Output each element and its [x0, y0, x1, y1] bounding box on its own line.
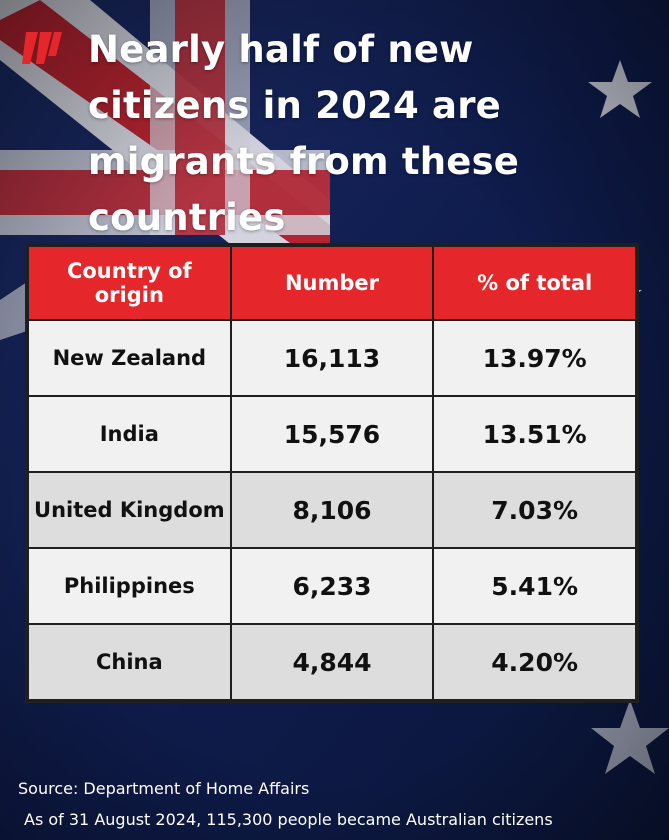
country-cell: United Kingdom [29, 473, 230, 547]
sbs-logo-icon [22, 32, 62, 64]
column-header-percent: % of total [434, 247, 635, 319]
table-row: China 4,844 4.20% [29, 625, 635, 699]
column-header-country: Country of origin [29, 247, 230, 319]
percent-cell: 13.51% [434, 397, 635, 471]
number-cell: 8,106 [231, 473, 433, 547]
number-cell: 16,113 [231, 321, 433, 395]
percent-cell: 5.41% [434, 549, 635, 623]
table-row: New Zealand 16,113 13.97% [29, 321, 635, 395]
country-cell: New Zealand [29, 321, 230, 395]
source-note: Source: Department of Home Affairs [18, 779, 310, 798]
country-cell: Philippines [29, 549, 230, 623]
as-of-note: As of 31 August 2024, 115,300 people bec… [24, 810, 553, 829]
number-cell: 4,844 [231, 625, 433, 699]
percent-cell: 4.20% [434, 625, 635, 699]
table-row: India 15,576 13.51% [29, 397, 635, 471]
number-cell: 15,576 [231, 397, 433, 471]
citizenship-table: Country of origin Number % of total New … [25, 243, 639, 703]
country-cell: China [29, 625, 230, 699]
table-header-row: Country of origin Number % of total [29, 247, 635, 319]
country-cell: India [29, 397, 230, 471]
column-header-number: Number [231, 247, 433, 319]
table-row: United Kingdom 8,106 7.03% [29, 473, 635, 547]
number-cell: 6,233 [231, 549, 433, 623]
headline: Nearly half of new citizens in 2024 are … [88, 28, 520, 239]
percent-cell: 13.97% [434, 321, 635, 395]
table-row: Philippines 6,233 5.41% [29, 549, 635, 623]
percent-cell: 7.03% [434, 473, 635, 547]
